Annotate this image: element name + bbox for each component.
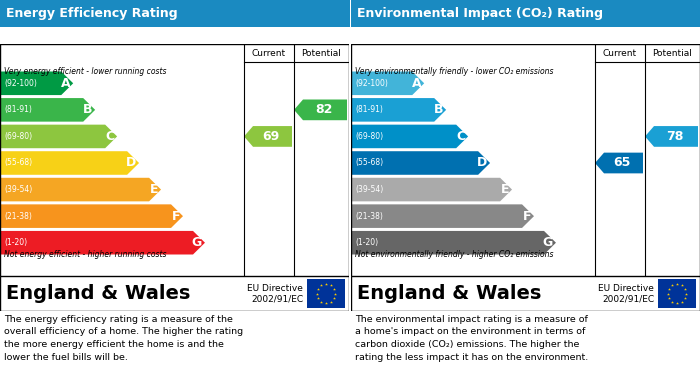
Text: 82: 82 — [315, 103, 332, 117]
Text: (1-20): (1-20) — [4, 238, 27, 247]
Text: The environmental impact rating is a measure of
a home's impact on the environme: The environmental impact rating is a mea… — [355, 315, 588, 362]
Text: Very energy efficient - lower running costs: Very energy efficient - lower running co… — [4, 67, 167, 76]
Text: 78: 78 — [666, 130, 683, 143]
Bar — [307, 279, 345, 308]
Text: A: A — [61, 77, 70, 90]
Text: (81-91): (81-91) — [355, 105, 383, 114]
Text: E: E — [500, 183, 509, 196]
Text: Energy Efficiency Rating: Energy Efficiency Rating — [6, 7, 178, 20]
Text: The energy efficiency rating is a measure of the
overall efficiency of a home. T: The energy efficiency rating is a measur… — [4, 315, 243, 362]
Text: Potential: Potential — [302, 48, 342, 57]
Text: Not energy efficient - higher running costs: Not energy efficient - higher running co… — [4, 250, 167, 259]
Text: (69-80): (69-80) — [4, 132, 32, 141]
Text: Environmental Impact (CO₂) Rating: Environmental Impact (CO₂) Rating — [357, 7, 603, 20]
Polygon shape — [0, 204, 183, 228]
Text: Potential: Potential — [652, 48, 692, 57]
Text: C: C — [105, 130, 114, 143]
Polygon shape — [351, 231, 556, 255]
Text: G: G — [542, 236, 553, 249]
Text: Current: Current — [603, 48, 637, 57]
Polygon shape — [351, 151, 490, 175]
Polygon shape — [0, 98, 95, 122]
Text: F: F — [522, 210, 531, 222]
Polygon shape — [0, 72, 74, 95]
Polygon shape — [351, 204, 534, 228]
Text: England & Wales: England & Wales — [357, 284, 541, 303]
Text: Very environmentally friendly - lower CO₂ emissions: Very environmentally friendly - lower CO… — [355, 67, 554, 76]
Text: (55-68): (55-68) — [4, 158, 32, 167]
Polygon shape — [351, 178, 512, 201]
Text: Not environmentally friendly - higher CO₂ emissions: Not environmentally friendly - higher CO… — [355, 250, 554, 259]
Text: (21-38): (21-38) — [4, 212, 32, 221]
Polygon shape — [351, 125, 468, 148]
Polygon shape — [645, 126, 698, 147]
Bar — [658, 279, 696, 308]
Text: C: C — [456, 130, 465, 143]
Text: 65: 65 — [613, 156, 631, 170]
Polygon shape — [351, 98, 446, 122]
Text: (21-38): (21-38) — [355, 212, 383, 221]
Polygon shape — [0, 125, 117, 148]
Polygon shape — [0, 151, 139, 175]
Text: (92-100): (92-100) — [355, 79, 388, 88]
Text: G: G — [192, 236, 202, 249]
Text: D: D — [477, 156, 487, 170]
Text: England & Wales: England & Wales — [6, 284, 190, 303]
Text: (1-20): (1-20) — [355, 238, 378, 247]
Text: (55-68): (55-68) — [355, 158, 383, 167]
Polygon shape — [351, 72, 424, 95]
Text: EU Directive
2002/91/EC: EU Directive 2002/91/EC — [598, 284, 654, 303]
Text: (81-91): (81-91) — [4, 105, 32, 114]
Polygon shape — [244, 126, 292, 147]
Text: D: D — [126, 156, 136, 170]
Polygon shape — [0, 178, 161, 201]
Text: (92-100): (92-100) — [4, 79, 37, 88]
Text: F: F — [172, 210, 180, 222]
Text: 69: 69 — [262, 130, 279, 143]
Text: B: B — [434, 103, 443, 117]
Text: (39-54): (39-54) — [355, 185, 384, 194]
Text: Current: Current — [252, 48, 286, 57]
Text: A: A — [412, 77, 421, 90]
Polygon shape — [294, 99, 347, 120]
Text: (69-80): (69-80) — [355, 132, 383, 141]
Text: EU Directive
2002/91/EC: EU Directive 2002/91/EC — [247, 284, 303, 303]
Text: (39-54): (39-54) — [4, 185, 32, 194]
Polygon shape — [0, 231, 205, 255]
Text: E: E — [150, 183, 158, 196]
Text: B: B — [83, 103, 92, 117]
Polygon shape — [595, 152, 643, 173]
